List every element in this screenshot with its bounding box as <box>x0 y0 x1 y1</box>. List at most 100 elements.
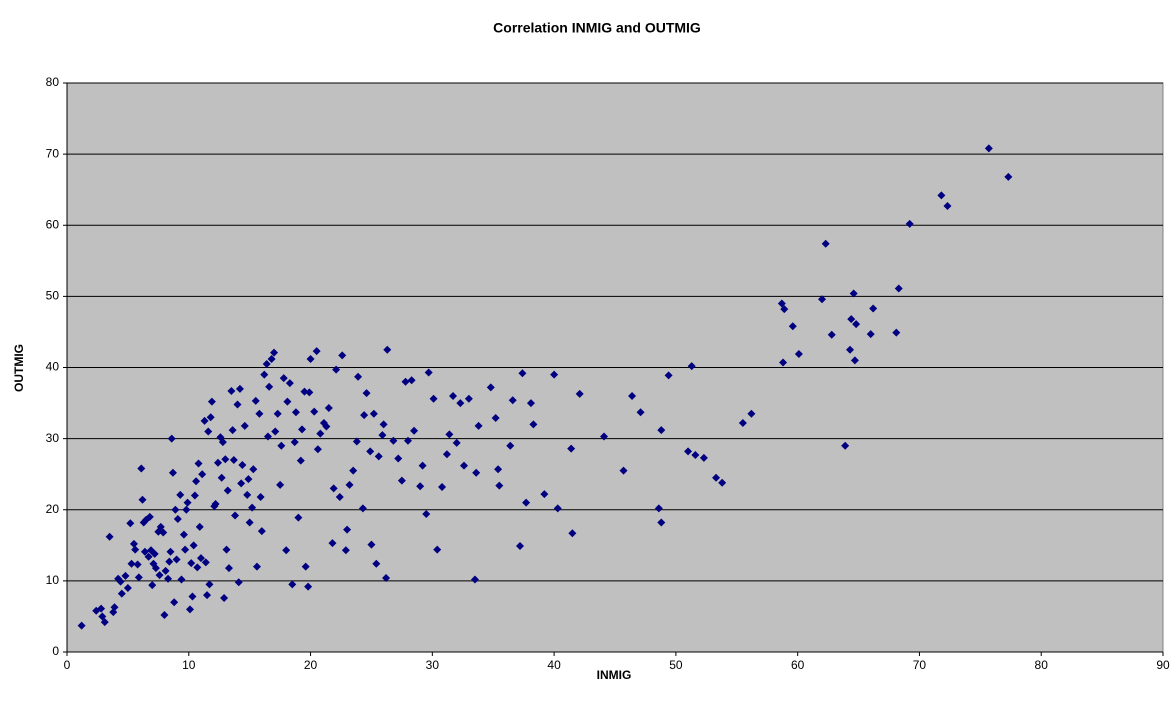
point <box>237 479 246 488</box>
point <box>894 284 903 293</box>
point <box>343 525 352 534</box>
point <box>205 580 214 589</box>
y-tick-label: 80 <box>46 75 60 89</box>
point <box>227 386 236 395</box>
point <box>234 578 243 587</box>
point <box>263 432 272 441</box>
point <box>223 486 232 495</box>
point <box>282 546 291 555</box>
point <box>296 456 305 465</box>
point <box>777 299 786 308</box>
point <box>155 571 164 580</box>
point <box>691 450 700 459</box>
point <box>378 431 387 440</box>
point <box>788 322 797 331</box>
point <box>712 473 721 482</box>
point <box>472 468 481 477</box>
chart-title: Correlation INMIG and OUTMIG <box>493 20 701 36</box>
point <box>77 621 86 630</box>
point <box>222 545 231 554</box>
point <box>367 540 376 549</box>
point <box>529 420 538 429</box>
point <box>267 354 276 363</box>
point <box>397 476 406 485</box>
point <box>257 527 266 536</box>
point <box>657 518 666 527</box>
point <box>636 408 645 417</box>
point <box>168 468 177 477</box>
point <box>133 560 142 569</box>
point <box>943 202 952 211</box>
point <box>866 330 875 339</box>
point <box>341 546 350 555</box>
point <box>251 396 260 405</box>
point <box>301 562 310 571</box>
point <box>138 495 147 504</box>
point <box>198 470 207 479</box>
point <box>310 407 319 416</box>
point <box>256 492 265 501</box>
x-axis-title: INMIG <box>597 668 632 682</box>
point <box>207 397 216 406</box>
x-tick-label: 40 <box>547 658 561 672</box>
point <box>298 425 307 434</box>
point <box>214 458 223 467</box>
point <box>291 408 300 417</box>
point <box>229 455 238 464</box>
point <box>313 445 322 454</box>
point <box>252 562 261 571</box>
point <box>550 370 559 379</box>
point <box>148 581 157 590</box>
point <box>105 532 114 541</box>
point <box>245 518 254 527</box>
point <box>449 391 458 400</box>
point <box>684 447 693 456</box>
point <box>98 612 107 621</box>
point <box>369 409 378 418</box>
point <box>352 437 361 446</box>
point <box>738 418 747 427</box>
point <box>852 320 861 329</box>
point <box>224 564 233 573</box>
point <box>362 389 371 398</box>
point <box>156 522 165 531</box>
point <box>151 564 160 573</box>
point <box>433 545 442 554</box>
point <box>188 592 197 601</box>
point <box>422 510 431 519</box>
point <box>193 563 202 572</box>
point <box>231 511 240 520</box>
point <box>218 438 227 447</box>
point <box>306 354 315 363</box>
point <box>243 490 252 499</box>
point <box>937 191 946 200</box>
point <box>687 362 696 371</box>
point <box>319 418 328 427</box>
point <box>747 409 756 418</box>
point <box>518 369 527 378</box>
point <box>568 529 577 538</box>
point <box>382 574 391 583</box>
point <box>452 438 461 447</box>
point <box>338 351 347 360</box>
point <box>470 575 479 584</box>
point <box>265 382 274 391</box>
point <box>277 441 286 450</box>
point <box>271 427 280 436</box>
point <box>126 519 135 528</box>
point <box>984 144 993 153</box>
x-tick-label: 20 <box>304 658 318 672</box>
point <box>657 426 666 435</box>
point <box>285 379 294 388</box>
point <box>110 603 119 612</box>
point <box>526 399 535 408</box>
point <box>262 359 271 368</box>
point <box>553 504 562 513</box>
point <box>116 577 125 586</box>
point <box>360 411 369 420</box>
point <box>204 427 213 436</box>
point <box>869 304 878 313</box>
point <box>780 305 789 314</box>
point <box>160 611 169 620</box>
